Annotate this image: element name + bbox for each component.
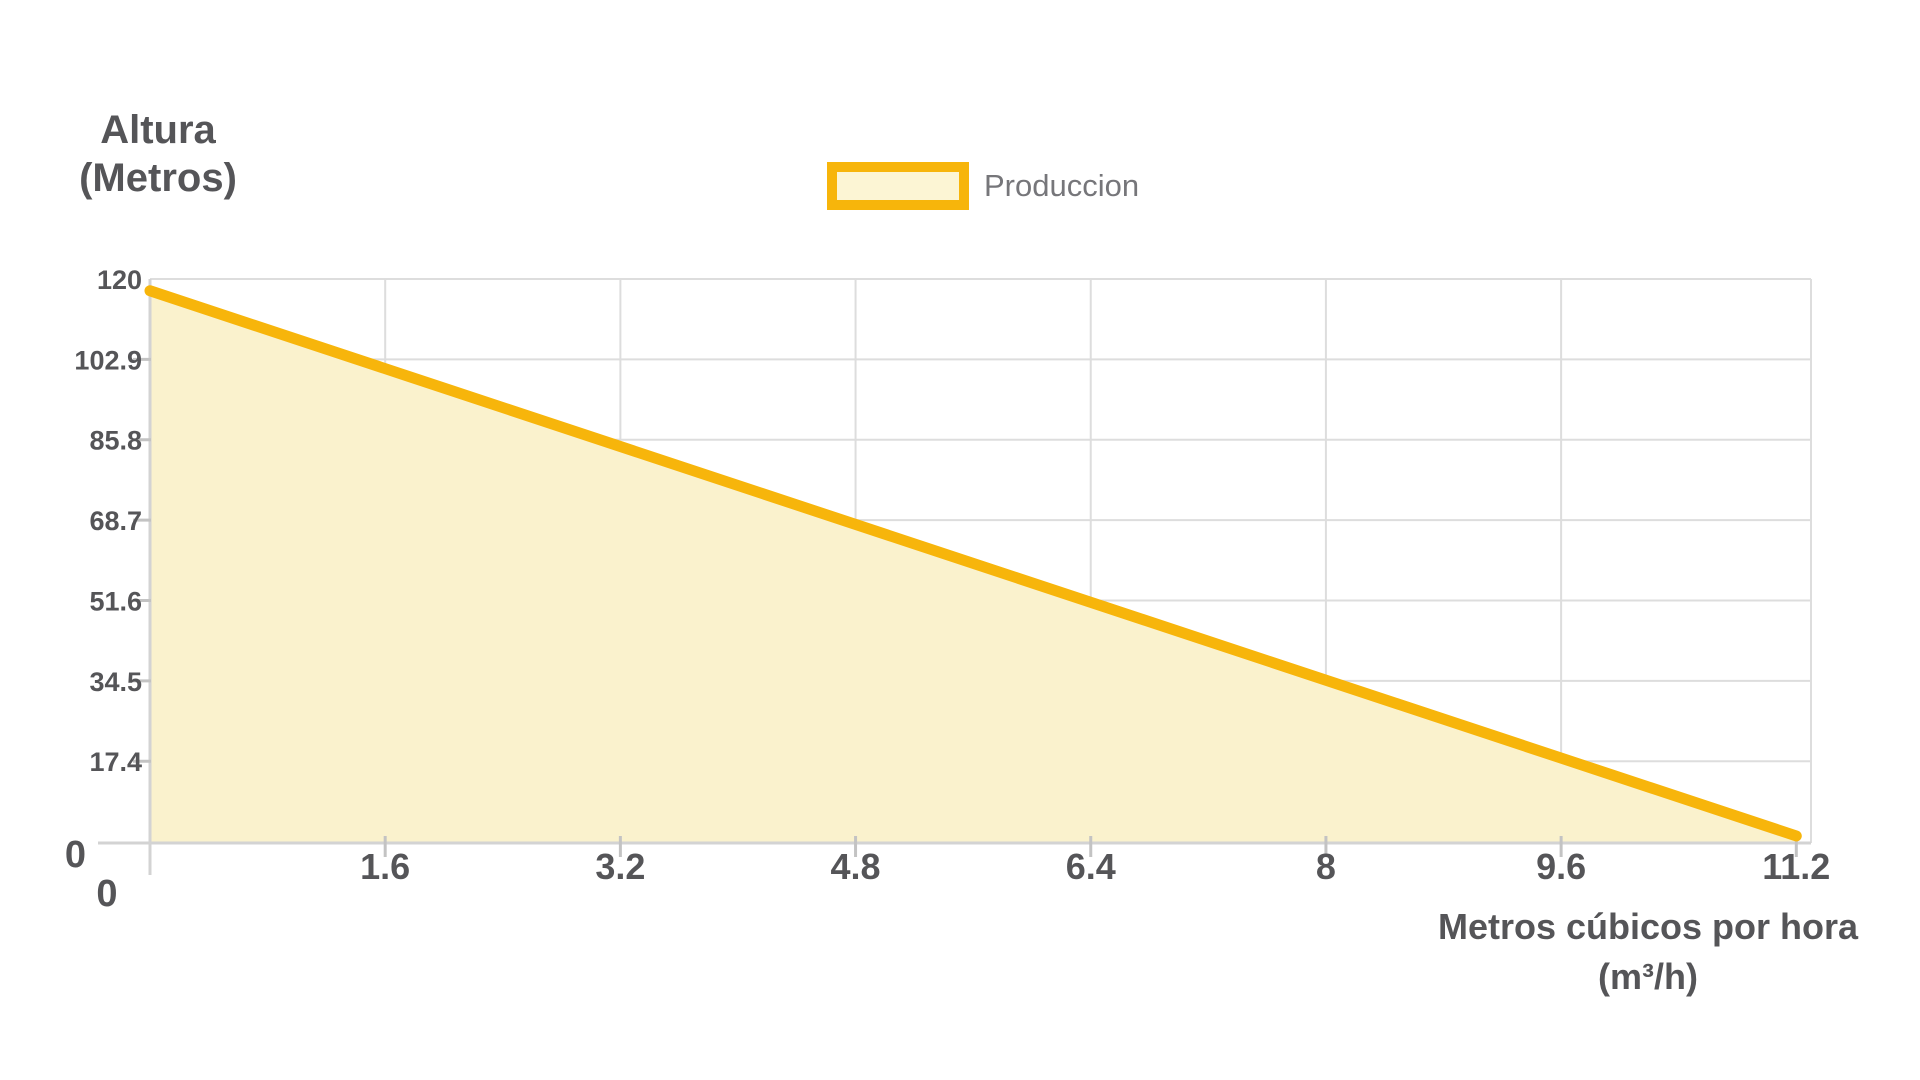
series-line	[144, 285, 1802, 842]
x-tick-label: 4.8	[831, 846, 881, 887]
y-axis-title-line2: (Metros)	[79, 156, 237, 200]
y-tick-label: 51.6	[89, 586, 142, 616]
y-tick-label: 102.9	[74, 345, 142, 375]
x-tick-label: 6.4	[1066, 846, 1116, 887]
y-tick-label: 17.4	[89, 747, 142, 777]
x-tick-label: 9.6	[1536, 846, 1586, 887]
x-tick-label: 8	[1316, 846, 1336, 887]
x-axis-title-line2: (m³/h)	[1598, 956, 1698, 997]
x-tick-label: 1.6	[360, 846, 410, 887]
y-tick-label: 120	[97, 265, 142, 295]
x-tick-label: 11.2	[1762, 846, 1830, 887]
x-axis-title: Metros cúbicos por hora (m³/h)	[1398, 902, 1898, 1002]
y-axis-title-line1: Altura	[100, 108, 216, 152]
x-axis-title-line1: Metros cúbicos por hora	[1437, 906, 1859, 947]
legend-swatch	[827, 162, 969, 210]
y-tick-label: 34.5	[89, 667, 142, 697]
y-axis-title: Altura (Metros)	[58, 106, 258, 202]
y-tick-label: 85.8	[89, 426, 142, 456]
legend-label: Produccion	[984, 168, 1140, 203]
x-tick-label: 0	[96, 873, 117, 915]
y-tick-label: 0	[65, 834, 86, 876]
legend: Produccion	[827, 162, 1139, 210]
y-tick-label: 68.7	[89, 506, 142, 536]
x-tick-label: 3.2	[595, 846, 645, 887]
